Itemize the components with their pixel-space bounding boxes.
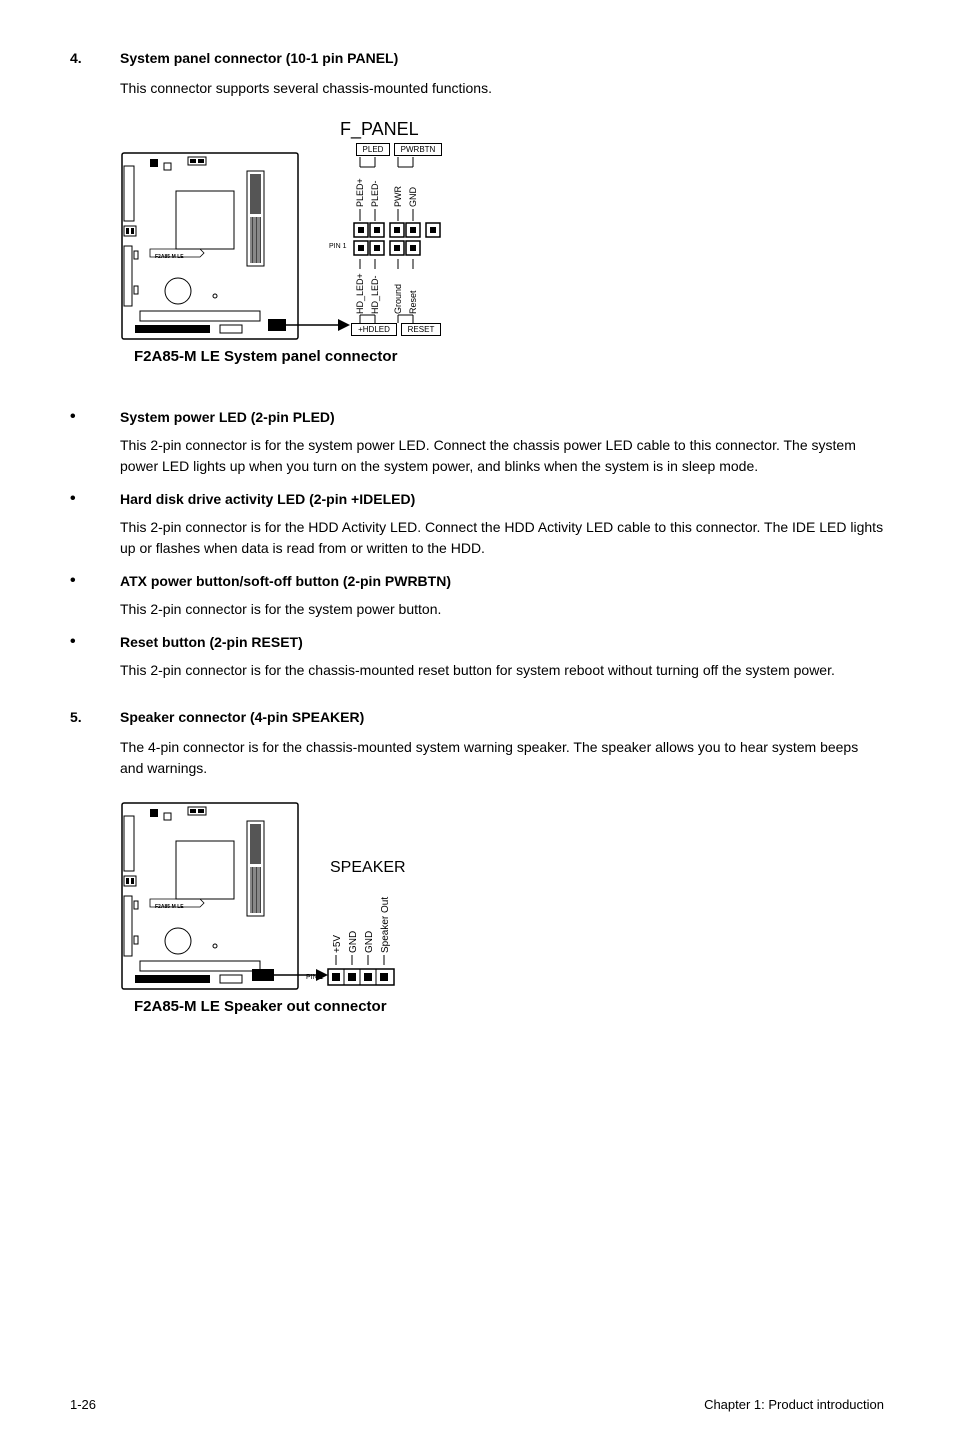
pin1-label: PIN 1	[329, 243, 347, 250]
svg-text:PLED-: PLED-	[370, 180, 380, 207]
section-4-num: 4.	[70, 50, 120, 66]
svg-text:PLED+: PLED+	[355, 178, 365, 207]
diagram2-caption: F2A85-M LE Speaker out connector	[134, 998, 387, 1015]
hdled-box: +HDLED	[351, 323, 397, 336]
svg-text:PWR: PWR	[393, 186, 403, 207]
speaker-pin-block	[326, 967, 406, 992]
diagram1-caption: F2A85-M LE System panel connector	[134, 348, 397, 365]
pwrbtn-box: PWRBTN	[394, 143, 442, 156]
speaker-pin-labels: +5V GND GND Speaker Out	[330, 883, 430, 973]
svg-text:GND: GND	[348, 931, 359, 953]
section-4-title: System panel connector (10-1 pin PANEL)	[120, 50, 398, 66]
chapter-label: Chapter 1: Product introduction	[704, 1397, 884, 1412]
sub-reset-body: This 2-pin connector is for the chassis-…	[120, 660, 884, 681]
pointer-arrow-icon	[282, 315, 352, 335]
motherboard-outline: F2A85-M LE	[120, 151, 300, 341]
top-pin-labels: PLED+ PLED- PWR GND	[355, 157, 445, 227]
svg-text:HD_LED-: HD_LED-	[370, 275, 380, 314]
sub-ideled-title: Hard disk drive activity LED (2-pin +IDE…	[120, 491, 415, 507]
section-5-title: Speaker connector (4-pin SPEAKER)	[120, 709, 364, 725]
svg-text:Ground: Ground	[393, 284, 403, 314]
svg-text:HD_LED+: HD_LED+	[355, 273, 365, 314]
sub-pled-body: This 2-pin connector is for the system p…	[120, 435, 884, 477]
sub-pled-heading: • System power LED (2-pin PLED)	[70, 409, 884, 425]
section-5-intro: The 4-pin connector is for the chassis-m…	[120, 737, 884, 779]
svg-text:Reset: Reset	[408, 290, 418, 314]
f-panel-diagram: F_PANEL	[120, 113, 884, 393]
svg-text:GND: GND	[408, 187, 418, 208]
motherboard-outline-2: F2A85-M LE	[120, 801, 300, 991]
sub-ideled-body: This 2-pin connector is for the HDD Acti…	[120, 517, 884, 559]
speaker-pin1-label: PIN 1	[306, 974, 324, 981]
sub-reset-heading: • Reset button (2-pin RESET)	[70, 634, 884, 650]
sub-pwrbtn-title: ATX power button/soft-off button (2-pin …	[120, 573, 451, 589]
page-number: 1-26	[70, 1397, 96, 1412]
svg-text:GND: GND	[364, 931, 375, 953]
reset-box: RESET	[401, 323, 441, 336]
sub-ideled-heading: • Hard disk drive activity LED (2-pin +I…	[70, 491, 884, 507]
sub-pwrbtn-body: This 2-pin connector is for the system p…	[120, 599, 884, 620]
bullet-icon: •	[70, 573, 120, 589]
bottom-pin-labels: HD_LED+ HD_LED- Ground Reset	[355, 259, 445, 329]
f-panel-header: F_PANEL	[340, 119, 419, 140]
bullet-icon: •	[70, 491, 120, 507]
sub-reset-title: Reset button (2-pin RESET)	[120, 634, 303, 650]
section-4-intro: This connector supports several chassis-…	[120, 78, 884, 99]
bullet-icon: •	[70, 409, 120, 425]
pled-box: PLED	[356, 143, 390, 156]
section-4-heading: 4. System panel connector (10-1 pin PANE…	[70, 50, 884, 66]
svg-text:Speaker Out: Speaker Out	[380, 897, 391, 953]
section-5-num: 5.	[70, 709, 120, 725]
speaker-diagram: SPEAKER F2A85-M LE	[120, 793, 884, 1043]
sub-pled-title: System power LED (2-pin PLED)	[120, 409, 335, 425]
section-5-heading: 5. Speaker connector (4-pin SPEAKER)	[70, 709, 884, 725]
page-footer: 1-26 Chapter 1: Product introduction	[70, 1397, 884, 1412]
speaker-header: SPEAKER	[330, 859, 406, 877]
bullet-icon: •	[70, 634, 120, 650]
svg-text:+5V: +5V	[332, 935, 343, 953]
sub-pwrbtn-heading: • ATX power button/soft-off button (2-pi…	[70, 573, 884, 589]
